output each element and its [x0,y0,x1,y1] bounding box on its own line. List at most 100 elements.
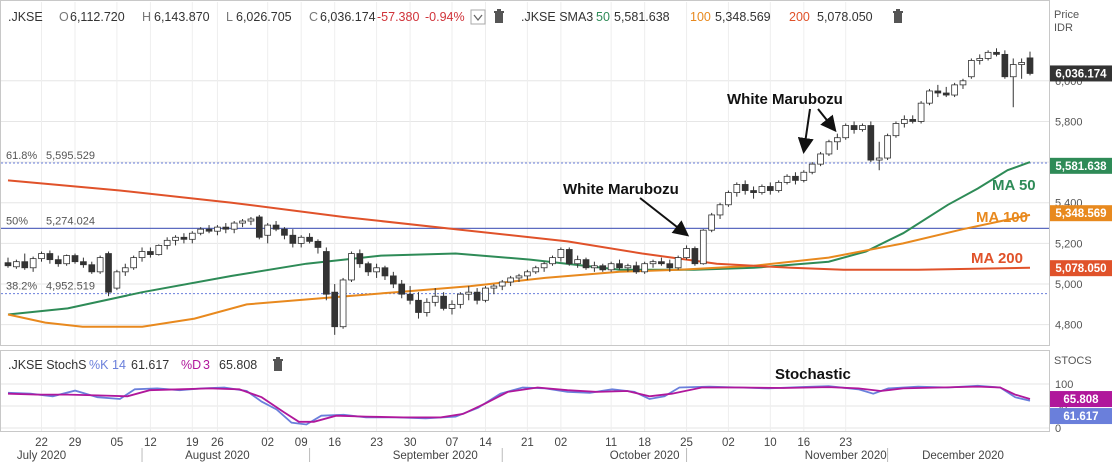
x-day-label: 02 [722,437,735,449]
candle [775,180,783,193]
candle [105,251,112,297]
candle [632,261,640,274]
candle-body [859,125,866,130]
candle [766,182,774,195]
x-day-label: 11 [605,437,617,449]
candle [63,254,70,266]
x-day-label: 29 [69,437,82,449]
candle-body [339,279,347,328]
candle [507,275,514,287]
last-value-badge: 5,078.050 [1050,260,1112,277]
candle-body [255,216,263,238]
x-month-label: September 2020 [393,450,478,462]
candle [214,225,221,236]
legend-low: 6,026.705 [236,10,292,24]
candle-body [725,192,732,206]
stochastic-lines [7,384,1031,426]
candle [833,133,841,150]
candle-body [431,295,439,303]
x-day-label: 14 [479,437,492,449]
x-day-label: 23 [370,437,383,449]
stoch-tick-label: 100 [1055,379,1073,391]
grid [1,2,1049,431]
candle-body [674,257,682,269]
candle [607,261,615,272]
candle [976,54,984,65]
candle-body [833,137,841,143]
badge-bg [1050,408,1112,425]
candle [959,78,967,89]
candle-body [783,175,791,183]
legend-high: 6,143.870 [154,10,210,24]
x-month-label: August 2020 [185,450,250,462]
candle-body [21,261,29,269]
candle [926,88,933,106]
price-axis-title: Price [1054,9,1079,21]
candle [683,245,690,260]
candle [616,259,623,270]
candle-body [440,295,447,309]
stoch-k-period: 14 [112,358,126,372]
candle [431,288,439,307]
candle [984,50,992,61]
candle-body [381,267,389,277]
candle [725,190,732,207]
last-value-badge: 5,348.569 [1050,205,1112,222]
chevron-down-icon [473,14,483,22]
candle [4,257,12,268]
candle-body [607,263,615,271]
last-value-labels: 6,036.174 5,581.638 5,348.569 5,078.050 65.8… [1050,65,1112,425]
candle-body [691,248,699,265]
candle [733,182,741,197]
stoch-k-value: 61.617 [131,358,169,372]
trash-icon [273,357,283,371]
badge-bg [1050,65,1112,82]
candle-body [599,265,607,271]
candlesticks [4,48,1034,335]
candle-body [884,135,891,159]
candle [297,235,305,248]
legend-dropdown-button[interactable] [470,9,486,25]
candle-body [842,125,850,139]
candle [71,253,79,264]
delete-stoch-button[interactable] [273,357,283,371]
delete-price-indicator-button[interactable] [494,9,504,23]
candle-body [792,175,799,181]
legend-change: -57.380 [377,10,419,24]
stoch-d-label: %D [181,358,201,372]
price-tick-label: 4,800 [1055,320,1083,332]
candle-body [917,102,925,122]
legend-close-label: C [309,10,318,24]
candle-body [850,125,858,130]
candle [172,235,179,246]
candle [842,123,850,140]
candle-body [758,186,766,193]
x-day-label: 19 [186,437,199,449]
last-value-badge: 61.617 [1050,408,1112,425]
candle-body [457,293,464,305]
candle [239,219,246,228]
candle-body [96,257,104,273]
candle [29,256,37,272]
badge-text: 6,036.174 [1055,68,1107,80]
candle-body [741,184,749,191]
x-day-label: 26 [211,437,224,449]
candle [88,261,96,274]
annotation-arrows [639,108,837,237]
fib-value-label: 5,595.529 [46,150,95,162]
moving-averages [7,161,1031,328]
x-day-label: 07 [446,437,459,449]
sma-200-value: 5,078.050 [817,10,873,24]
candle [314,239,322,254]
delete-sma-button[interactable] [893,9,903,23]
candle-body [80,261,87,266]
candle-body [934,90,942,94]
candle-body [549,257,556,265]
last-value-badge: 65.808 [1050,391,1112,408]
candle-body [942,92,950,96]
last-value-badge: 5,581.638 [1050,157,1112,174]
ma-line-ma-200 [7,179,1031,271]
candle [691,246,699,266]
candle-body [415,299,422,313]
fib-percent-label: 50% [6,215,28,227]
